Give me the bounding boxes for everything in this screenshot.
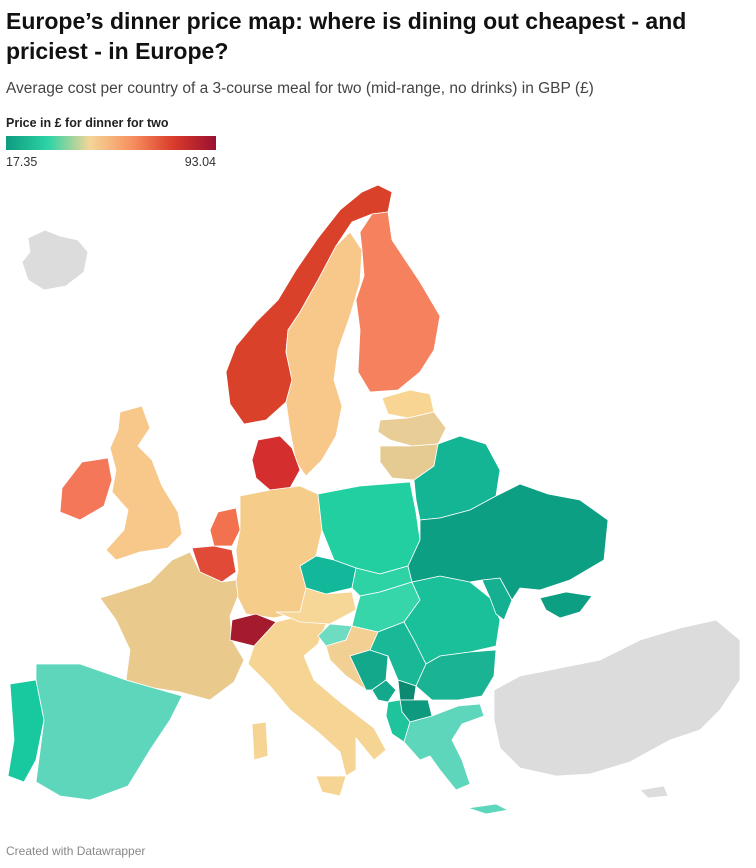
country-france (99, 551, 245, 701)
country-norway (225, 184, 393, 425)
map (7, 184, 741, 815)
country-spain (35, 663, 183, 801)
country-belarus (413, 435, 501, 521)
subtitle: Average cost per country of a 3-course m… (6, 80, 594, 97)
title: Europe’s dinner price map: where is dini… (6, 8, 687, 64)
country-italy-sardinia (251, 721, 269, 761)
country-turkey (493, 619, 741, 777)
country-bulgaria (415, 649, 497, 701)
country-uk (105, 405, 183, 561)
country-ireland (59, 457, 113, 521)
country-italy (247, 615, 387, 777)
country-netherlands (209, 507, 241, 547)
country-cyprus (639, 785, 669, 799)
legend-min-label: 17.35 (6, 155, 38, 169)
country-iceland (21, 229, 89, 291)
legend-gradient (6, 136, 216, 150)
country-italy-sicily (315, 775, 347, 797)
footer: Created with Datawrapper (6, 844, 146, 858)
country-ukraine (407, 483, 609, 601)
country-finland (355, 211, 441, 393)
legend-title: Price in £ for dinner for two (6, 116, 169, 130)
legend-max-label: 93.04 (184, 155, 216, 169)
country-austria (275, 587, 357, 625)
country-sweden (285, 231, 363, 477)
country-montenegro (371, 679, 397, 703)
country-greece-crete (467, 803, 510, 815)
country-greece (403, 703, 485, 791)
country-ukraine-crimea (539, 591, 593, 619)
country-latvia (377, 411, 447, 447)
